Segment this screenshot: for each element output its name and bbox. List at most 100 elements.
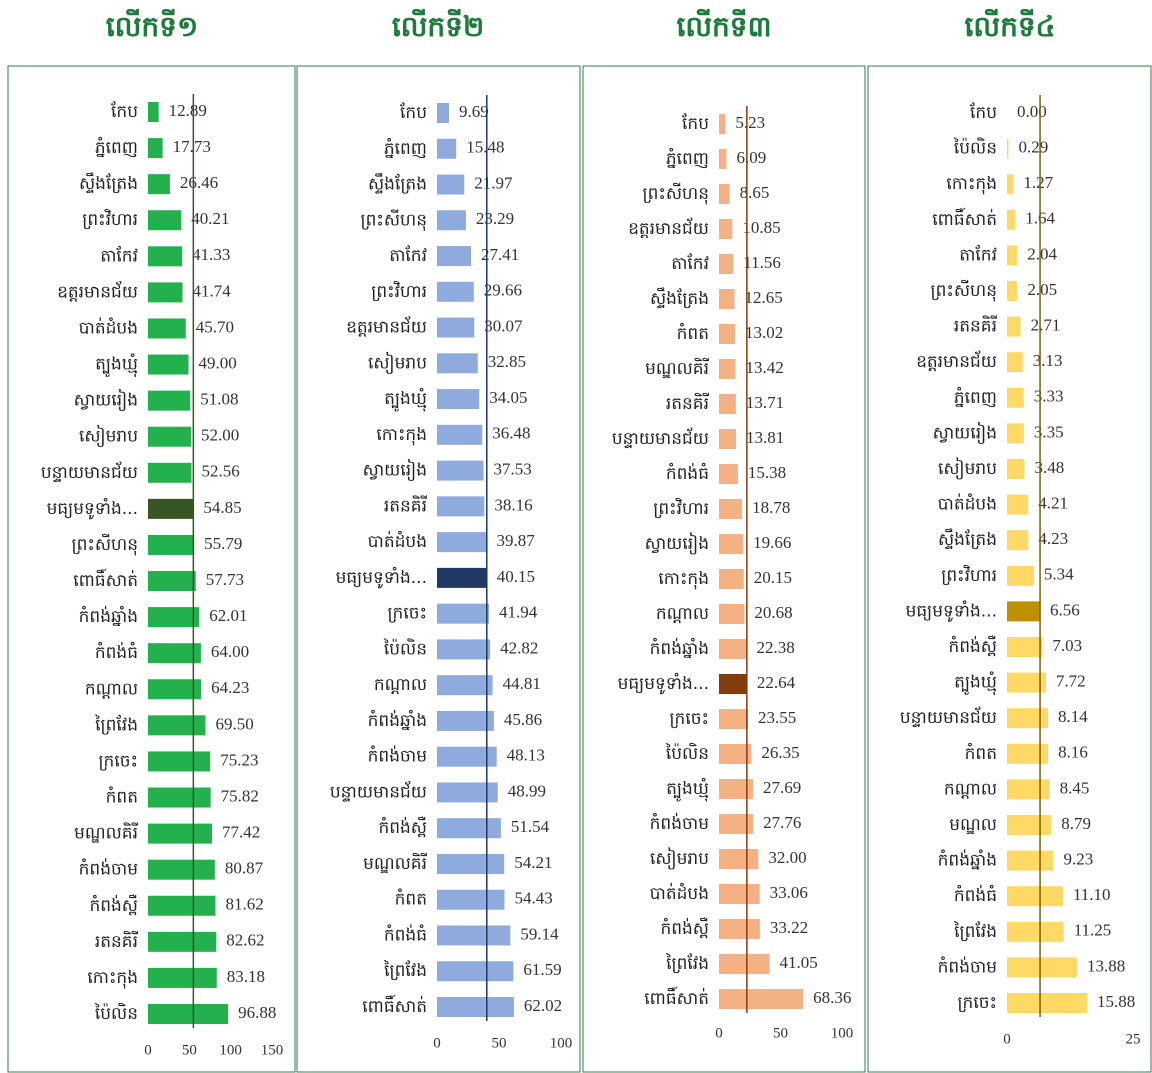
- category-label: កំពង់ធំ: [95, 641, 138, 663]
- bar: [719, 359, 736, 379]
- value-label: 21.97: [474, 173, 513, 192]
- bar: [148, 967, 217, 988]
- category-label: មណ្ឌលគិរី: [74, 822, 138, 844]
- category-label: បន្ទាយមានជ័យ: [900, 706, 997, 728]
- value-label: 34.05: [489, 388, 527, 407]
- bar: [719, 569, 744, 589]
- value-label: 5.23: [735, 113, 765, 132]
- category-label: កណ្ដាល: [85, 679, 138, 699]
- value-label: 41.33: [192, 245, 230, 264]
- value-label: 17.73: [173, 137, 211, 156]
- bar: [437, 746, 497, 767]
- bar: [148, 210, 182, 231]
- bar: [719, 814, 754, 834]
- bar: [437, 532, 487, 553]
- bar: [719, 884, 760, 904]
- value-label: 37.53: [494, 460, 532, 479]
- value-label: 23.29: [476, 209, 514, 228]
- value-label: 27.41: [481, 245, 519, 264]
- value-label: 1.27: [1023, 173, 1053, 192]
- category-label: បាត់ដំបង: [368, 530, 427, 552]
- value-label: 27.69: [763, 778, 801, 797]
- category-label: តាកែវ: [100, 245, 138, 266]
- bar: [148, 282, 183, 303]
- value-label: 54.43: [514, 889, 552, 908]
- category-label: ត្បូងឃ្មុំ: [95, 353, 138, 378]
- bar: [148, 571, 196, 592]
- category-label: ព្រៃវែង: [665, 952, 709, 974]
- category-label: ភ្នំពេញ: [666, 147, 709, 169]
- bar: [1007, 565, 1034, 586]
- category-label: ពោធិ៍សាត់: [362, 994, 427, 1017]
- value-label: 81.62: [225, 895, 263, 914]
- bar: [1007, 209, 1016, 230]
- category-label: ត្បូងឃ្មុំ: [666, 777, 709, 802]
- bar: [437, 675, 493, 696]
- x-tick-label: 50: [182, 1042, 197, 1058]
- category-label: បន្ទាយមានជ័យ: [612, 427, 709, 449]
- category-label: កំពង់ស្ពឺ: [378, 816, 427, 838]
- category-label: ពោធិ៍សាត់: [932, 207, 997, 230]
- category-label: ភ្នំពេញ: [95, 136, 138, 158]
- bar: [719, 534, 744, 554]
- value-label: 3.33: [1034, 387, 1064, 406]
- category-label: ស្ទឹងត្រែង: [650, 287, 709, 309]
- value-label: 11.10: [1073, 885, 1111, 904]
- category-label: ស្ទឹងត្រែង: [938, 528, 997, 550]
- value-label: 2.71: [1031, 316, 1061, 335]
- bar: [437, 317, 475, 338]
- bar: [437, 889, 505, 910]
- value-label: 69.50: [215, 714, 253, 733]
- category-label: តាកែវ: [389, 245, 427, 266]
- category-label: មណ្ឌលគិរី: [363, 852, 427, 874]
- bar: [719, 709, 748, 729]
- value-label: 32.00: [768, 848, 806, 867]
- bar: [437, 353, 478, 374]
- category-label: ព្រៃវែង: [383, 959, 427, 981]
- bar: [719, 849, 759, 869]
- bar: [1007, 708, 1049, 729]
- value-label: 54.85: [203, 498, 241, 517]
- category-label: សៀមរាប: [938, 457, 997, 480]
- value-label: 7.03: [1052, 636, 1082, 655]
- bar: [437, 639, 491, 660]
- value-label: 41.05: [779, 953, 817, 972]
- value-label: 23.55: [758, 708, 796, 727]
- bar: [719, 184, 730, 204]
- bar: [148, 751, 211, 772]
- value-label: 51.08: [200, 390, 238, 409]
- value-label: 22.64: [757, 673, 796, 692]
- panel-frame: [7, 65, 296, 1073]
- value-label: 62.01: [209, 606, 247, 625]
- category-label: កំពង់ចាម: [650, 812, 709, 834]
- category-label: សៀមរាប: [650, 847, 709, 870]
- bar: [437, 603, 490, 624]
- value-label: 51.54: [511, 817, 550, 836]
- value-label: 80.87: [225, 859, 264, 878]
- category-label: កំពត: [395, 888, 427, 910]
- bar: [437, 281, 474, 302]
- bar: [1007, 494, 1029, 515]
- bar: [1007, 174, 1014, 195]
- value-label: 13.71: [746, 393, 784, 412]
- value-label: 75.82: [221, 786, 259, 805]
- category-label: ត្បូងឃ្មុំ: [954, 671, 997, 696]
- bar: [1007, 637, 1043, 657]
- category-label: កំពង់ធំ: [954, 884, 997, 906]
- bar: [437, 853, 505, 874]
- bar: [437, 210, 466, 231]
- value-label: 77.42: [222, 823, 260, 842]
- panel-frame: [296, 65, 581, 1073]
- value-label: 62.02: [524, 996, 562, 1015]
- category-label: ព្រៃវែង: [953, 920, 997, 942]
- bar: [719, 779, 754, 799]
- category-label: កែប: [970, 102, 997, 123]
- bar: [148, 462, 192, 483]
- category-label: កែប: [400, 102, 427, 123]
- bar: [437, 961, 514, 982]
- category-label: កណ្ដាល: [656, 604, 709, 624]
- value-label: 68.36: [813, 988, 851, 1007]
- value-label: 8.79: [1061, 814, 1091, 833]
- bar: [148, 246, 183, 267]
- category-label: កំពង់ឆ្នាំង: [79, 605, 138, 627]
